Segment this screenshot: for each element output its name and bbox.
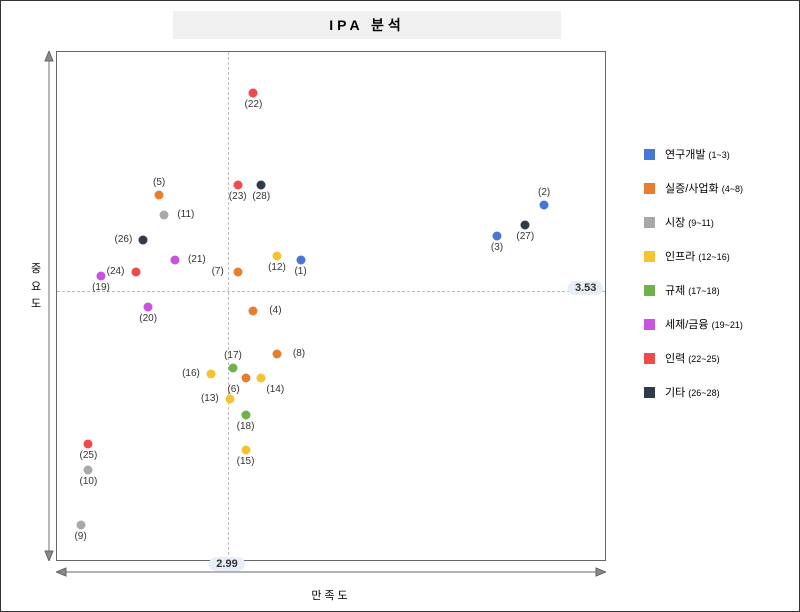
- legend-label: 연구개발 (1~3): [665, 146, 730, 162]
- data-point-label-9: (9): [74, 531, 86, 542]
- data-point-3: [493, 231, 502, 240]
- legend-item-0: 연구개발 (1~3): [644, 146, 789, 162]
- data-point-14: [257, 374, 266, 383]
- data-point-22: [249, 88, 258, 97]
- data-point-label-24: (24): [107, 266, 125, 277]
- data-point-5: [155, 190, 164, 199]
- data-point-label-2: (2): [538, 187, 550, 198]
- x-axis-arrow: [56, 566, 606, 578]
- legend-label: 시장 (9~11): [665, 214, 714, 230]
- data-point-label-28: (28): [252, 191, 270, 202]
- data-point-label-12: (12): [268, 262, 286, 273]
- data-point-19: [97, 272, 106, 281]
- legend-swatch: [644, 319, 655, 330]
- data-point-24: [131, 268, 140, 277]
- legend-label: 인력 (22~25): [665, 350, 720, 366]
- x-axis-label: 만족도: [56, 587, 606, 603]
- data-point-label-16: (16): [182, 368, 200, 379]
- data-point-18: [241, 411, 250, 420]
- data-point-28: [257, 180, 266, 189]
- data-point-label-14: (14): [266, 384, 284, 395]
- data-point-label-17: (17): [224, 350, 242, 361]
- data-point-label-8: (8): [293, 348, 305, 359]
- data-point-label-21: (21): [188, 254, 206, 265]
- data-point-label-13: (13): [201, 393, 219, 404]
- data-point-10: [84, 466, 93, 475]
- y-axis-label: 중요도: [31, 261, 41, 314]
- legend-swatch: [644, 251, 655, 262]
- data-point-12: [273, 252, 282, 261]
- legend-label: 세제/금융 (19~21): [665, 316, 743, 332]
- y-axis-arrow: [43, 51, 55, 561]
- data-point-23: [233, 180, 242, 189]
- legend-swatch: [644, 149, 655, 160]
- data-point-label-5: (5): [153, 177, 165, 188]
- scatter-plot: (1)(2)(3)(4)(5)(6)(7)(8)(9)(10)(11)(12)(…: [56, 51, 606, 561]
- data-point-label-22: (22): [245, 99, 263, 110]
- legend-swatch: [644, 285, 655, 296]
- data-point-label-26: (26): [115, 234, 133, 245]
- data-point-21: [170, 256, 179, 265]
- legend-swatch: [644, 183, 655, 194]
- data-point-11: [159, 211, 168, 220]
- data-point-1: [296, 256, 305, 265]
- x-reference-label: 2.99: [209, 557, 244, 571]
- data-point-25: [84, 439, 93, 448]
- y-reference-line: [57, 291, 605, 292]
- data-point-8: [273, 349, 282, 358]
- legend-item-1: 실증/사업화 (4~8): [644, 180, 789, 196]
- legend-item-4: 규제 (17~18): [644, 282, 789, 298]
- data-point-9: [76, 521, 85, 530]
- legend-item-5: 세제/금융 (19~21): [644, 316, 789, 332]
- legend: 연구개발 (1~3) 실증/사업화 (4~8) 시장 (9~11) 인프라 (12~1…: [644, 146, 789, 418]
- data-point-label-3: (3): [491, 242, 503, 253]
- data-point-27: [521, 221, 530, 230]
- legend-label: 인프라 (12~16): [665, 248, 730, 264]
- data-point-label-27: (27): [516, 231, 534, 242]
- legend-swatch: [644, 387, 655, 398]
- y-reference-label: 3.53: [568, 281, 603, 295]
- data-point-4: [249, 307, 258, 316]
- data-point-26: [139, 235, 148, 244]
- data-point-6: [241, 374, 250, 383]
- data-point-2: [540, 201, 549, 210]
- legend-label: 실증/사업화 (4~8): [665, 180, 743, 196]
- data-point-20: [144, 303, 153, 312]
- legend-label: 기타 (26~28): [665, 384, 720, 400]
- data-point-label-10: (10): [80, 476, 98, 487]
- legend-item-6: 인력 (22~25): [644, 350, 789, 366]
- data-point-label-4: (4): [269, 305, 281, 316]
- data-point-label-15: (15): [237, 456, 255, 467]
- data-point-13: [225, 394, 234, 403]
- data-point-label-19: (19): [92, 282, 110, 293]
- data-point-16: [207, 370, 216, 379]
- data-point-label-20: (20): [139, 313, 157, 324]
- data-point-15: [241, 445, 250, 454]
- data-point-label-11: (11): [177, 209, 194, 220]
- legend-swatch: [644, 353, 655, 364]
- legend-item-2: 시장 (9~11): [644, 214, 789, 230]
- data-point-label-18: (18): [237, 421, 255, 432]
- data-point-label-1: (1): [294, 266, 306, 277]
- data-point-label-7: (7): [212, 266, 224, 277]
- data-point-label-25: (25): [80, 450, 98, 461]
- legend-item-7: 기타 (26~28): [644, 384, 789, 400]
- data-point-label-23: (23): [229, 191, 247, 202]
- legend-swatch: [644, 217, 655, 228]
- chart-title: IPA 분석: [173, 11, 561, 39]
- legend-item-3: 인프라 (12~16): [644, 248, 789, 264]
- data-point-7: [233, 268, 242, 277]
- x-reference-line: [228, 52, 229, 560]
- data-point-17: [229, 364, 238, 373]
- legend-label: 규제 (17~18): [665, 282, 720, 298]
